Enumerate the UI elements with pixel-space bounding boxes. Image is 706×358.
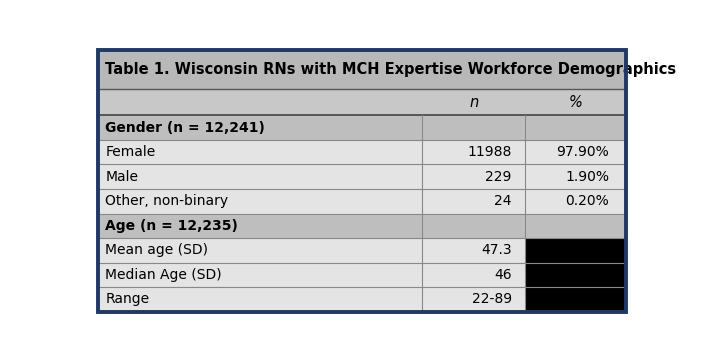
Text: 46: 46: [494, 268, 512, 282]
Bar: [422, 263, 525, 287]
Text: 11988: 11988: [467, 145, 512, 159]
Bar: [422, 189, 525, 213]
Bar: [98, 164, 422, 189]
Bar: [98, 238, 422, 263]
Bar: [422, 164, 525, 189]
Bar: [98, 263, 422, 287]
Text: Median Age (SD): Median Age (SD): [105, 268, 222, 282]
Text: Mean age (SD): Mean age (SD): [105, 243, 208, 257]
Text: 24: 24: [494, 194, 512, 208]
Bar: [422, 140, 525, 164]
Bar: [98, 140, 422, 164]
Bar: [422, 238, 525, 263]
Text: Male: Male: [105, 170, 138, 184]
Bar: [98, 189, 422, 213]
Bar: [98, 115, 422, 140]
Text: Female: Female: [105, 145, 155, 159]
Bar: [525, 238, 626, 263]
Text: 47.3: 47.3: [481, 243, 512, 257]
Bar: [525, 263, 626, 287]
Text: Age (n = 12,235): Age (n = 12,235): [105, 219, 238, 233]
Bar: [98, 287, 422, 312]
Bar: [525, 287, 626, 312]
Text: 22-89: 22-89: [472, 292, 512, 306]
Bar: [422, 213, 525, 238]
Text: Other, non-binary: Other, non-binary: [105, 194, 228, 208]
Text: Gender (n = 12,241): Gender (n = 12,241): [105, 121, 265, 135]
Bar: [98, 213, 422, 238]
Text: 97.90%: 97.90%: [556, 145, 609, 159]
Bar: [422, 287, 525, 312]
Text: n: n: [469, 95, 479, 110]
Bar: [98, 50, 626, 90]
Bar: [422, 115, 525, 140]
Bar: [525, 140, 626, 164]
Text: 1.90%: 1.90%: [565, 170, 609, 184]
Text: Range: Range: [105, 292, 150, 306]
Bar: [422, 90, 525, 115]
Bar: [525, 164, 626, 189]
Text: 0.20%: 0.20%: [566, 194, 609, 208]
Bar: [525, 115, 626, 140]
Bar: [525, 213, 626, 238]
Bar: [525, 189, 626, 213]
Bar: [525, 90, 626, 115]
Text: Table 1. Wisconsin RNs with MCH Expertise Workforce Demographics: Table 1. Wisconsin RNs with MCH Expertis…: [105, 62, 676, 77]
Text: %: %: [568, 95, 582, 110]
Bar: [98, 90, 422, 115]
Text: 229: 229: [485, 170, 512, 184]
